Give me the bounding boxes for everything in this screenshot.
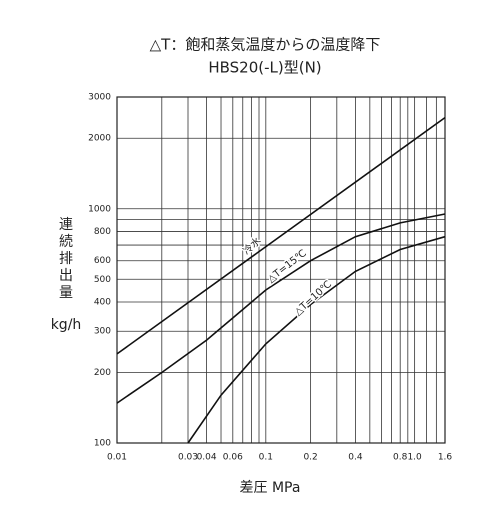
x-tick-label: 0.01 bbox=[107, 453, 127, 463]
series-line bbox=[116, 116, 446, 355]
x-tick-label: 0.1 bbox=[259, 453, 273, 463]
series-label: △T=10℃ bbox=[293, 279, 335, 318]
y-tick-label: 600 bbox=[94, 256, 111, 266]
y-tick-label: 100 bbox=[94, 439, 111, 449]
x-axis-label: 差圧 MPa bbox=[240, 480, 301, 496]
x-tick-label: 1.0 bbox=[407, 453, 422, 463]
y-tick-label: 200 bbox=[94, 368, 111, 378]
y-axis-unit: kg/h bbox=[51, 317, 82, 333]
y-tick-label: 3000 bbox=[88, 93, 111, 103]
chart-title: △T：飽和蒸気温度からの温度降下 bbox=[150, 36, 381, 54]
plot-frame bbox=[116, 96, 446, 444]
y-tick-label: 1000 bbox=[88, 204, 111, 214]
x-tick-label: 0.2 bbox=[303, 453, 317, 463]
x-tick-label: 0.04 bbox=[197, 453, 217, 463]
series-line bbox=[116, 213, 446, 404]
x-tick-label: 1.6 bbox=[438, 453, 453, 463]
x-tick-label: 0.4 bbox=[348, 453, 363, 463]
y-tick-label: 500 bbox=[94, 275, 111, 285]
x-tick-label: 0.06 bbox=[223, 453, 243, 463]
y-axis-label: 連続排出量 bbox=[59, 217, 73, 301]
y-tick-label: 800 bbox=[94, 227, 111, 237]
y-tick-label: 2000 bbox=[88, 134, 111, 144]
chart-subtitle: HBS20(-L)型(N) bbox=[208, 59, 321, 77]
y-tick-label: 300 bbox=[94, 327, 111, 337]
series-line bbox=[187, 235, 446, 444]
x-tick-label: 0.03 bbox=[178, 453, 198, 463]
x-tick-label: 0.8 bbox=[393, 453, 408, 463]
y-tick-label: 400 bbox=[94, 297, 111, 307]
